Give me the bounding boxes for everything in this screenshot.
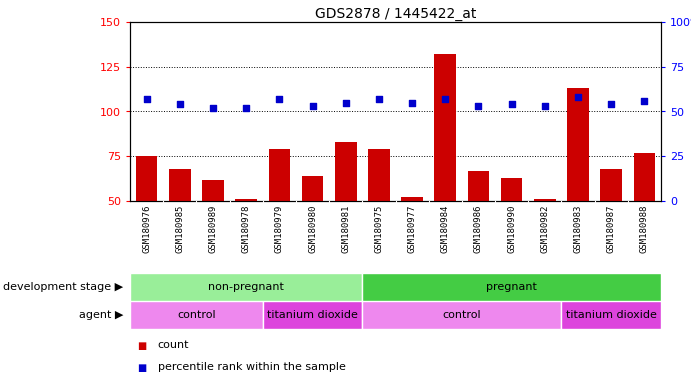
Text: titanium dioxide: titanium dioxide — [566, 310, 656, 320]
Bar — [362, 273, 661, 301]
Text: ■: ■ — [137, 362, 146, 372]
Text: titanium dioxide: titanium dioxide — [267, 310, 358, 320]
Bar — [362, 301, 561, 329]
Text: GSM180990: GSM180990 — [507, 205, 516, 253]
Point — [174, 101, 185, 108]
Text: GSM180976: GSM180976 — [142, 205, 151, 253]
Bar — [435, 54, 456, 201]
Text: GSM180979: GSM180979 — [275, 205, 284, 253]
Text: pregnant: pregnant — [486, 282, 537, 292]
Text: GSM180981: GSM180981 — [341, 205, 350, 253]
Text: development stage ▶: development stage ▶ — [3, 282, 123, 292]
Point — [539, 103, 550, 109]
Text: GSM180985: GSM180985 — [176, 205, 184, 253]
Text: GSM180977: GSM180977 — [408, 205, 417, 253]
Point — [639, 98, 650, 104]
Bar — [368, 149, 390, 201]
Bar — [130, 301, 263, 329]
Bar — [302, 176, 323, 201]
Bar — [169, 169, 191, 201]
Bar — [501, 178, 522, 201]
Text: count: count — [158, 341, 189, 351]
Bar — [634, 153, 655, 201]
Bar — [202, 180, 224, 201]
Text: GSM180975: GSM180975 — [375, 205, 384, 253]
Text: non-pregnant: non-pregnant — [208, 282, 284, 292]
Bar — [335, 142, 357, 201]
Bar — [263, 301, 362, 329]
Text: GSM180986: GSM180986 — [474, 205, 483, 253]
Bar — [236, 199, 257, 201]
Bar — [401, 197, 423, 201]
Bar — [600, 169, 622, 201]
Text: GSM180987: GSM180987 — [607, 205, 616, 253]
Point — [240, 105, 252, 111]
Point — [141, 96, 152, 102]
Text: GSM180982: GSM180982 — [540, 205, 549, 253]
Point — [274, 96, 285, 102]
Text: agent ▶: agent ▶ — [79, 310, 123, 320]
Text: control: control — [177, 310, 216, 320]
Bar — [136, 156, 158, 201]
Bar — [534, 199, 556, 201]
Text: GSM180989: GSM180989 — [209, 205, 218, 253]
Point — [207, 105, 218, 111]
Text: percentile rank within the sample: percentile rank within the sample — [158, 362, 346, 372]
Point — [373, 96, 384, 102]
Title: GDS2878 / 1445422_at: GDS2878 / 1445422_at — [315, 7, 476, 21]
Bar — [468, 170, 489, 201]
Text: GSM180988: GSM180988 — [640, 205, 649, 253]
Point — [406, 99, 417, 106]
Point — [473, 103, 484, 109]
Point — [573, 94, 584, 100]
Bar — [567, 88, 589, 201]
Text: GSM180983: GSM180983 — [574, 205, 583, 253]
Point — [506, 101, 517, 108]
Bar — [130, 273, 362, 301]
Text: control: control — [442, 310, 481, 320]
Text: GSM180980: GSM180980 — [308, 205, 317, 253]
Point — [340, 99, 351, 106]
Point — [307, 103, 318, 109]
Text: ■: ■ — [137, 341, 146, 351]
Point — [606, 101, 617, 108]
Point — [439, 96, 451, 102]
Bar — [561, 301, 661, 329]
Text: GSM180978: GSM180978 — [242, 205, 251, 253]
Text: GSM180984: GSM180984 — [441, 205, 450, 253]
Bar — [269, 149, 290, 201]
